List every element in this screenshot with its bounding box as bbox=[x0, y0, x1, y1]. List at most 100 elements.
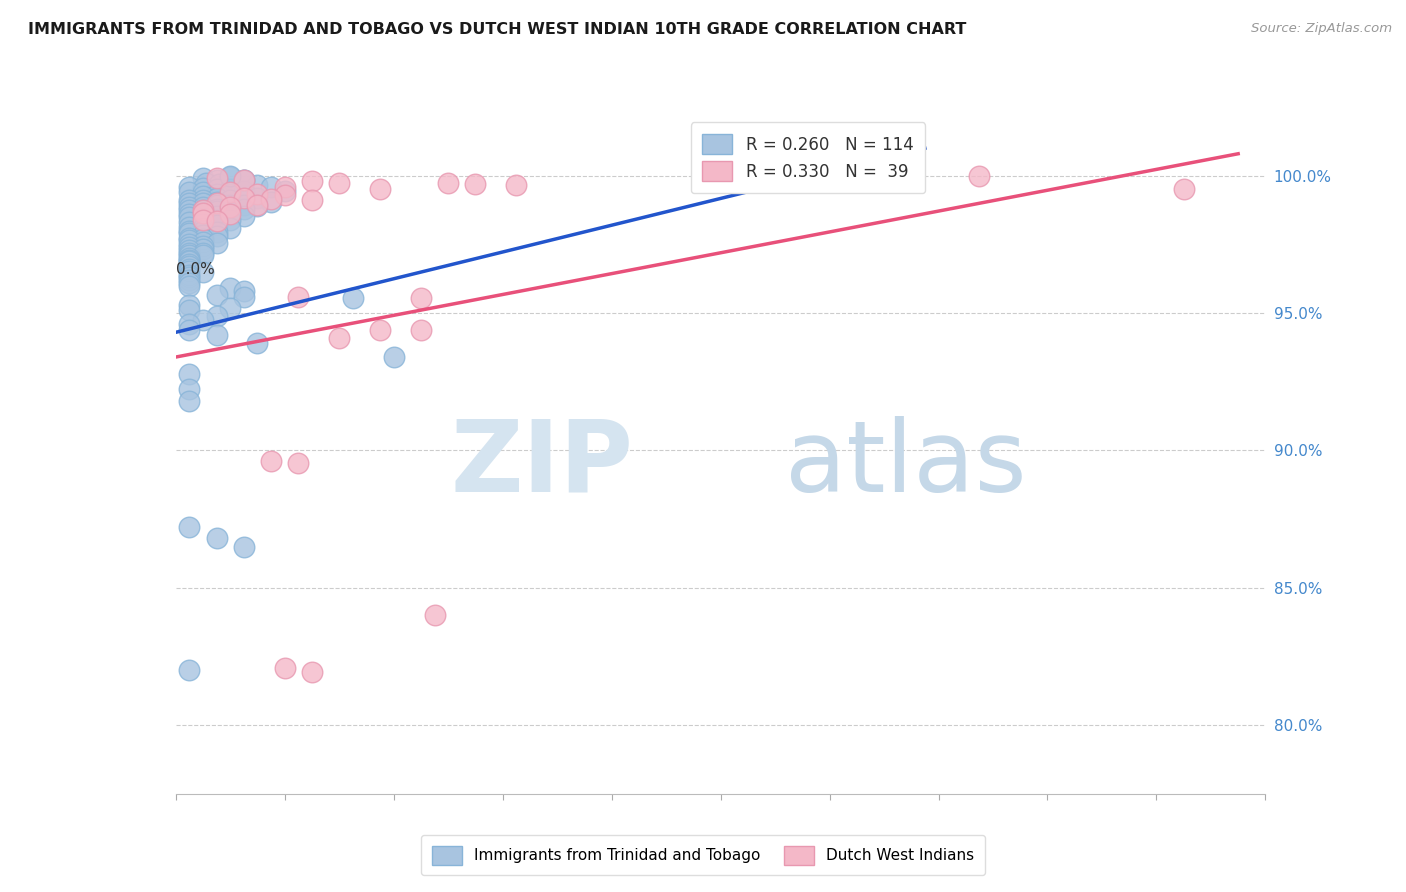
Point bbox=[246, 191, 269, 205]
Point bbox=[232, 197, 254, 211]
Point bbox=[191, 248, 214, 262]
Point bbox=[179, 273, 201, 287]
Point bbox=[179, 663, 201, 677]
Point bbox=[179, 382, 201, 396]
Point bbox=[232, 191, 254, 205]
Point bbox=[191, 239, 214, 253]
Point bbox=[328, 331, 350, 345]
Point bbox=[191, 194, 214, 208]
Point bbox=[179, 263, 201, 277]
Point bbox=[301, 174, 323, 188]
Point bbox=[969, 169, 991, 183]
Point bbox=[179, 367, 201, 381]
Point bbox=[179, 227, 201, 241]
Point bbox=[274, 660, 297, 674]
Point bbox=[191, 232, 214, 246]
Point bbox=[191, 265, 214, 279]
Point bbox=[205, 218, 228, 232]
Point bbox=[219, 186, 242, 201]
Point bbox=[260, 179, 283, 194]
Point bbox=[287, 456, 309, 470]
Point bbox=[232, 191, 254, 205]
Point bbox=[191, 245, 214, 260]
Point bbox=[219, 207, 242, 221]
Point bbox=[274, 179, 297, 194]
Point bbox=[301, 665, 323, 679]
Point bbox=[205, 532, 228, 546]
Text: IMMIGRANTS FROM TRINIDAD AND TOBAGO VS DUTCH WEST INDIAN 10TH GRADE CORRELATION : IMMIGRANTS FROM TRINIDAD AND TOBAGO VS D… bbox=[28, 22, 966, 37]
Point bbox=[179, 240, 201, 254]
Point bbox=[409, 291, 432, 305]
Point bbox=[191, 217, 214, 231]
Point bbox=[179, 251, 201, 265]
Point bbox=[205, 194, 228, 209]
Point bbox=[368, 322, 391, 336]
Point bbox=[191, 242, 214, 256]
Point bbox=[205, 202, 228, 216]
Point bbox=[205, 171, 228, 186]
Point bbox=[219, 197, 242, 211]
Point bbox=[179, 185, 201, 199]
Point bbox=[219, 212, 242, 227]
Point bbox=[179, 207, 201, 221]
Point bbox=[205, 182, 228, 196]
Point bbox=[232, 290, 254, 304]
Point bbox=[205, 191, 228, 205]
Point bbox=[191, 171, 214, 186]
Point bbox=[179, 257, 201, 271]
Point bbox=[246, 186, 269, 201]
Text: 0.0%: 0.0% bbox=[176, 261, 215, 277]
Point bbox=[191, 189, 214, 203]
Point bbox=[179, 270, 201, 285]
Point bbox=[179, 200, 201, 214]
Point bbox=[301, 194, 323, 208]
Point bbox=[342, 291, 364, 305]
Point bbox=[382, 350, 405, 364]
Point bbox=[191, 207, 214, 221]
Point bbox=[246, 197, 269, 211]
Point bbox=[287, 290, 309, 304]
Text: Source: ZipAtlas.com: Source: ZipAtlas.com bbox=[1251, 22, 1392, 36]
Point bbox=[179, 252, 201, 267]
Point bbox=[219, 200, 242, 214]
Point bbox=[179, 179, 201, 194]
Point bbox=[423, 608, 446, 623]
Point bbox=[179, 322, 201, 336]
Point bbox=[191, 224, 214, 238]
Point bbox=[274, 184, 297, 198]
Point bbox=[205, 229, 228, 244]
Legend: R = 0.260   N = 114, R = 0.330   N =  39: R = 0.260 N = 114, R = 0.330 N = 39 bbox=[690, 122, 925, 193]
Point bbox=[328, 176, 350, 190]
Point bbox=[179, 248, 201, 262]
Point bbox=[191, 181, 214, 195]
Point bbox=[205, 212, 228, 227]
Point bbox=[274, 188, 297, 202]
Point bbox=[232, 202, 254, 216]
Point bbox=[260, 454, 283, 468]
Point bbox=[179, 245, 201, 260]
Point bbox=[179, 233, 201, 247]
Point bbox=[219, 204, 242, 219]
Point bbox=[232, 284, 254, 298]
Point bbox=[232, 184, 254, 198]
Point bbox=[205, 204, 228, 219]
Point bbox=[246, 178, 269, 193]
Legend: Immigrants from Trinidad and Tobago, Dutch West Indians: Immigrants from Trinidad and Tobago, Dut… bbox=[420, 836, 986, 875]
Point bbox=[179, 224, 201, 238]
Point bbox=[232, 173, 254, 187]
Point bbox=[191, 221, 214, 235]
Point bbox=[179, 237, 201, 252]
Point bbox=[232, 173, 254, 187]
Point bbox=[179, 262, 201, 277]
Point bbox=[179, 253, 201, 268]
Point bbox=[219, 194, 242, 208]
Point bbox=[205, 173, 228, 187]
Text: atlas: atlas bbox=[785, 416, 1026, 513]
Point bbox=[464, 177, 486, 191]
Point bbox=[194, 176, 217, 190]
Point bbox=[246, 336, 269, 351]
Point bbox=[191, 202, 214, 217]
Point bbox=[179, 276, 201, 290]
Point bbox=[179, 194, 201, 208]
Point bbox=[179, 303, 201, 318]
